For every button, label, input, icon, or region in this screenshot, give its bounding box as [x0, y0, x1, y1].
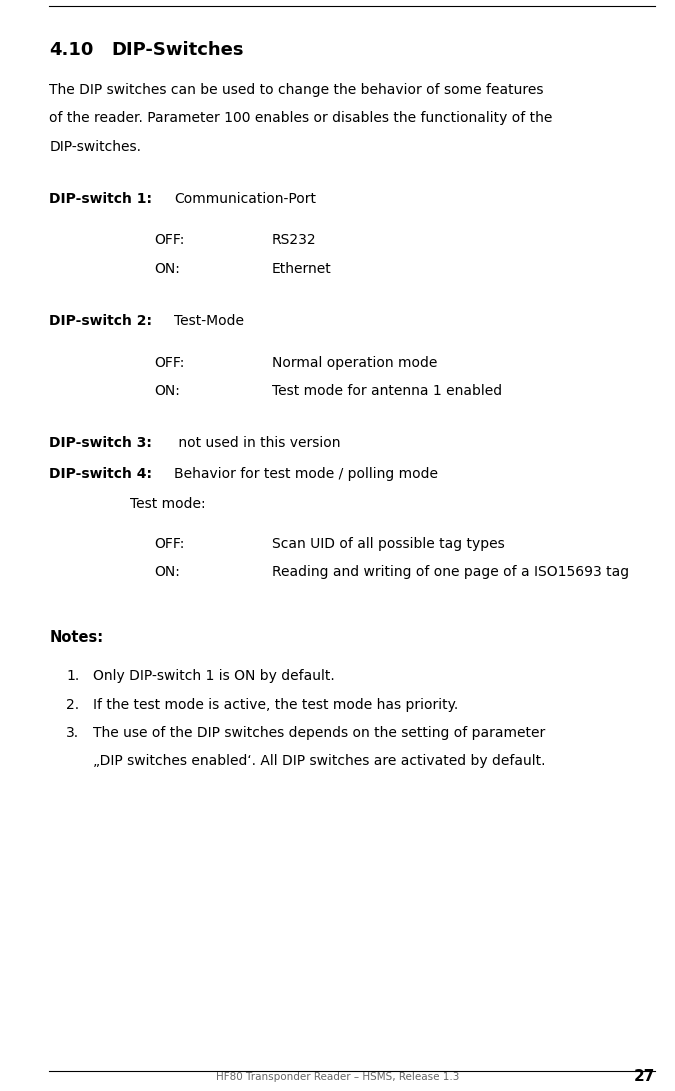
- Text: DIP-switch 2:: DIP-switch 2:: [49, 314, 153, 328]
- Text: HF80 Transponder Reader – HSMS, Release 1.3: HF80 Transponder Reader – HSMS, Release …: [216, 1071, 459, 1082]
- Text: Notes:: Notes:: [49, 630, 103, 645]
- Text: „DIP switches enabled‘. All DIP switches are activated by default.: „DIP switches enabled‘. All DIP switches…: [93, 754, 545, 768]
- Text: Behavior for test mode / polling mode: Behavior for test mode / polling mode: [174, 467, 438, 481]
- Text: RS232: RS232: [272, 233, 317, 248]
- Text: DIP-switch 4:: DIP-switch 4:: [49, 467, 153, 481]
- Text: 27: 27: [633, 1069, 655, 1084]
- Text: 2.: 2.: [66, 697, 79, 711]
- Text: Scan UID of all possible tag types: Scan UID of all possible tag types: [272, 537, 505, 551]
- Text: ON:: ON:: [154, 262, 180, 276]
- Text: DIP-Switches: DIP-Switches: [111, 41, 244, 59]
- Text: 4.10: 4.10: [49, 41, 94, 59]
- Text: Reading and writing of one page of a ISO15693 tag: Reading and writing of one page of a ISO…: [272, 565, 629, 579]
- Text: OFF:: OFF:: [154, 537, 184, 551]
- Text: Only DIP-switch 1 is ON by default.: Only DIP-switch 1 is ON by default.: [93, 669, 335, 683]
- Text: DIP-switch 1:: DIP-switch 1:: [49, 192, 153, 206]
- Text: DIP-switch 3:: DIP-switch 3:: [49, 436, 152, 451]
- Text: ON:: ON:: [154, 565, 180, 579]
- Text: Test mode:: Test mode:: [130, 497, 206, 512]
- Text: not used in this version: not used in this version: [174, 436, 341, 451]
- Text: Normal operation mode: Normal operation mode: [272, 356, 437, 370]
- Text: The DIP switches can be used to change the behavior of some features: The DIP switches can be used to change t…: [49, 83, 544, 97]
- Text: Ethernet: Ethernet: [272, 262, 332, 276]
- Text: If the test mode is active, the test mode has priority.: If the test mode is active, the test mod…: [93, 697, 458, 711]
- Text: Test-Mode: Test-Mode: [174, 314, 244, 328]
- Text: Test mode for antenna 1 enabled: Test mode for antenna 1 enabled: [272, 384, 502, 398]
- Text: OFF:: OFF:: [154, 233, 184, 248]
- Text: OFF:: OFF:: [154, 356, 184, 370]
- Text: ON:: ON:: [154, 384, 180, 398]
- Text: 3.: 3.: [66, 726, 79, 740]
- Text: The use of the DIP switches depends on the setting of parameter: The use of the DIP switches depends on t…: [93, 726, 545, 740]
- Text: 1.: 1.: [66, 669, 80, 683]
- Text: DIP-switches.: DIP-switches.: [49, 140, 141, 154]
- Text: of the reader. Parameter 100 enables or disables the functionality of the: of the reader. Parameter 100 enables or …: [49, 111, 553, 125]
- Text: Communication-Port: Communication-Port: [174, 192, 316, 206]
